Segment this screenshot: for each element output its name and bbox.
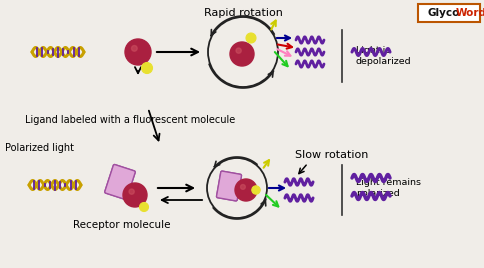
Circle shape bbox=[236, 48, 241, 53]
Circle shape bbox=[240, 184, 245, 189]
FancyBboxPatch shape bbox=[105, 165, 135, 199]
FancyBboxPatch shape bbox=[216, 171, 241, 201]
Text: Light is
depolarized: Light is depolarized bbox=[355, 46, 411, 66]
FancyBboxPatch shape bbox=[216, 171, 241, 201]
Text: Slow rotation: Slow rotation bbox=[294, 150, 368, 160]
Circle shape bbox=[125, 39, 151, 65]
Circle shape bbox=[131, 46, 137, 51]
FancyBboxPatch shape bbox=[105, 165, 135, 199]
Circle shape bbox=[235, 179, 257, 201]
Text: Rapid rotation: Rapid rotation bbox=[203, 8, 282, 18]
FancyBboxPatch shape bbox=[417, 4, 479, 22]
Circle shape bbox=[123, 183, 147, 207]
Text: Polarized light: Polarized light bbox=[5, 143, 74, 153]
Circle shape bbox=[139, 203, 148, 211]
Circle shape bbox=[251, 186, 259, 194]
Circle shape bbox=[141, 62, 152, 73]
Circle shape bbox=[229, 42, 254, 66]
Text: Receptor molecule: Receptor molecule bbox=[73, 220, 170, 230]
Text: Word: Word bbox=[455, 8, 484, 18]
Circle shape bbox=[129, 189, 134, 194]
Circle shape bbox=[245, 33, 256, 43]
Text: Ligand labeled with a fluorescent molecule: Ligand labeled with a fluorescent molecu… bbox=[25, 115, 235, 125]
Text: Light remains
polarized: Light remains polarized bbox=[355, 178, 420, 198]
Text: Glyco: Glyco bbox=[427, 8, 459, 18]
